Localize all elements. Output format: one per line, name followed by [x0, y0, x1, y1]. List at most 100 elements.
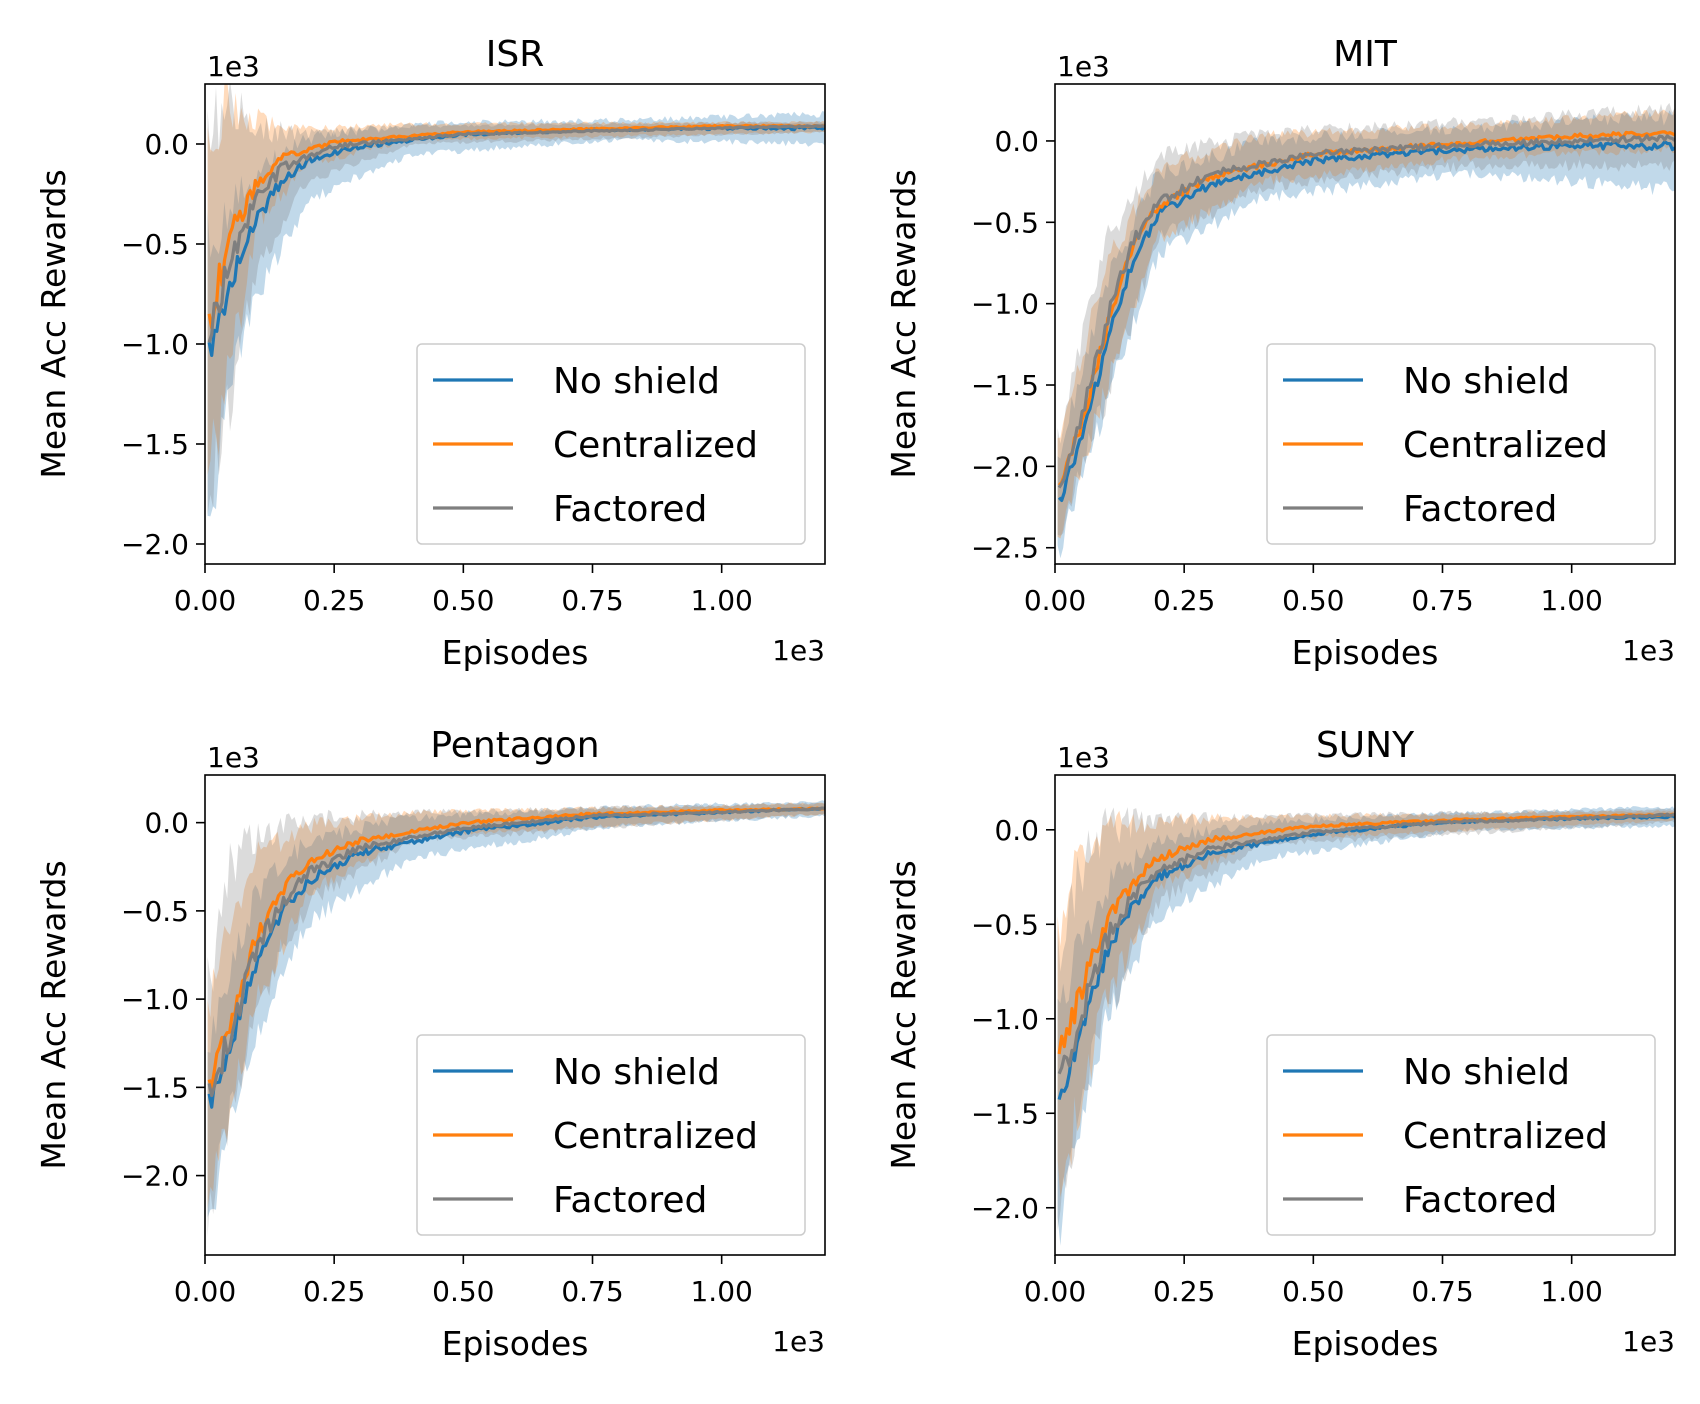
y-tick-label: −0.5 — [121, 228, 189, 261]
subplot-title: MIT — [1333, 34, 1398, 75]
y-offset-label: 1e3 — [1057, 741, 1110, 774]
legend-label: No shield — [553, 361, 720, 402]
band-centralized — [1057, 810, 1675, 1198]
legend-label: No shield — [553, 1052, 720, 1093]
band-factored — [207, 802, 825, 1237]
y-axis-label: Mean Acc Rewards — [34, 860, 73, 1169]
y-tick-label: −1.0 — [121, 328, 189, 361]
axes-frame — [1054, 83, 1676, 565]
x-offset-label: 1e3 — [772, 1325, 825, 1358]
y-tick-label: −1.0 — [121, 983, 189, 1016]
legend-label: Factored — [1403, 489, 1557, 530]
x-tick-label: 1.00 — [690, 1275, 752, 1308]
subplot-mit: 0.00 0.25 0.50 0.75 1.00 0.0 −0.5 −1.0 −1.5 −2.0 −… — [884, 34, 1676, 672]
x-tick-label: 1.00 — [690, 584, 752, 617]
y-tick-label: −1.5 — [971, 369, 1039, 402]
x-offset-label: 1e3 — [1622, 1325, 1675, 1358]
y-tick-label: −2.0 — [121, 528, 189, 561]
line-factored — [1057, 812, 1675, 1075]
legend: No shield Centralized Factored — [416, 343, 806, 545]
x-tick-label: 0.00 — [1024, 1275, 1086, 1308]
band-factored — [1057, 807, 1675, 1231]
line-factored — [207, 124, 825, 343]
x-offset-label: 1e3 — [1622, 634, 1675, 667]
y-tick-label: 0.0 — [144, 128, 189, 161]
legend-label: Centralized — [553, 1116, 758, 1157]
y-axis-label: Mean Acc Rewards — [34, 169, 73, 478]
y-offset-label: 1e3 — [207, 741, 260, 774]
y-tick-label: −2.0 — [971, 1192, 1039, 1225]
y-tick-label: 0.0 — [994, 814, 1039, 847]
y-offset-label: 1e3 — [207, 50, 260, 83]
subplot-title: Pentagon — [430, 725, 599, 766]
x-axis-label: Episodes — [442, 1324, 589, 1363]
axes-frame — [204, 774, 826, 1256]
plot-area — [1057, 102, 1675, 559]
x-tick-label: 0.50 — [432, 1275, 494, 1308]
legend-label: Factored — [553, 489, 707, 530]
band-no-shield — [1057, 110, 1675, 559]
legend-label: Centralized — [1403, 425, 1608, 466]
y-tick-label: 0.0 — [994, 125, 1039, 158]
legend-label: No shield — [1403, 1052, 1570, 1093]
line-centralized — [207, 123, 825, 330]
legend-box — [416, 343, 806, 545]
x-tick-label: 0.75 — [561, 1275, 623, 1308]
subplot-suny: 0.00 0.25 0.50 0.75 1.00 0.0 −0.5 −1.0 −1.5 −2.0 S… — [884, 725, 1676, 1363]
x-tick-label: 0.00 — [1024, 584, 1086, 617]
y-tick-label: −0.5 — [971, 206, 1039, 239]
x-tick-label: 0.50 — [1282, 1275, 1344, 1308]
y-tick-label: 0.0 — [144, 807, 189, 840]
x-tick-label: 0.25 — [303, 1275, 365, 1308]
x-tick-label: 0.75 — [561, 584, 623, 617]
band-centralized — [1057, 107, 1675, 539]
plot-area — [207, 84, 825, 517]
y-tick-label: −1.5 — [121, 1071, 189, 1104]
band-centralized — [207, 84, 825, 475]
x-tick-label: 0.75 — [1411, 1275, 1473, 1308]
y-tick-label: −0.5 — [971, 908, 1039, 941]
x-tick-label: 0.50 — [432, 584, 494, 617]
legend-label: No shield — [1403, 361, 1570, 402]
x-offset-label: 1e3 — [772, 634, 825, 667]
band-centralized — [207, 802, 825, 1209]
band-factored — [1057, 102, 1675, 536]
y-tick-label: −1.5 — [971, 1097, 1039, 1130]
y-offset-label: 1e3 — [1057, 50, 1110, 83]
x-axis-label: Episodes — [442, 633, 589, 672]
x-tick-label: 0.25 — [1153, 1275, 1215, 1308]
legend-label: Factored — [553, 1180, 707, 1221]
legend-box — [1266, 343, 1656, 545]
x-tick-label: 0.25 — [303, 584, 365, 617]
axes-frame — [1054, 774, 1676, 1256]
y-tick-label: −0.5 — [121, 895, 189, 928]
x-tick-label: 1.00 — [1540, 584, 1602, 617]
y-tick-label: −2.0 — [971, 450, 1039, 483]
y-axis-label: Mean Acc Rewards — [884, 860, 923, 1169]
x-axis-label: Episodes — [1292, 1324, 1439, 1363]
line-centralized — [207, 806, 825, 1090]
x-tick-label: 1.00 — [1540, 1275, 1602, 1308]
x-axis-label: Episodes — [1292, 633, 1439, 672]
legend: No shield Centralized Factored — [1266, 1034, 1656, 1236]
y-tick-label: −2.0 — [121, 1160, 189, 1193]
x-tick-label: 0.25 — [1153, 584, 1215, 617]
plot-area — [207, 800, 825, 1237]
subplot-title: SUNY — [1316, 725, 1415, 766]
line-factored — [1057, 134, 1675, 489]
line-no-shield — [1057, 140, 1675, 502]
x-tick-label: 0.00 — [174, 1275, 236, 1308]
line-centralized — [1057, 812, 1675, 1055]
legend: No shield Centralized Factored — [416, 1034, 806, 1236]
legend: No shield Centralized Factored — [1266, 343, 1656, 545]
y-tick-label: −1.0 — [971, 1003, 1039, 1036]
subplot-isr: 0.00 0.25 0.50 0.75 1.00 0.0 −0.5 −1.0 −1.5 −2.0 I… — [34, 34, 826, 672]
subplot-title: ISR — [486, 34, 544, 75]
line-factored — [207, 806, 825, 1098]
subplot-pentagon: 0.00 0.25 0.50 0.75 1.00 0.0 −0.5 −1.0 −1.5 −2.0 P… — [34, 725, 826, 1363]
y-tick-label: −2.5 — [971, 532, 1039, 565]
legend-label: Factored — [1403, 1180, 1557, 1221]
x-tick-label: 0.00 — [174, 584, 236, 617]
y-tick-label: −1.5 — [121, 428, 189, 461]
